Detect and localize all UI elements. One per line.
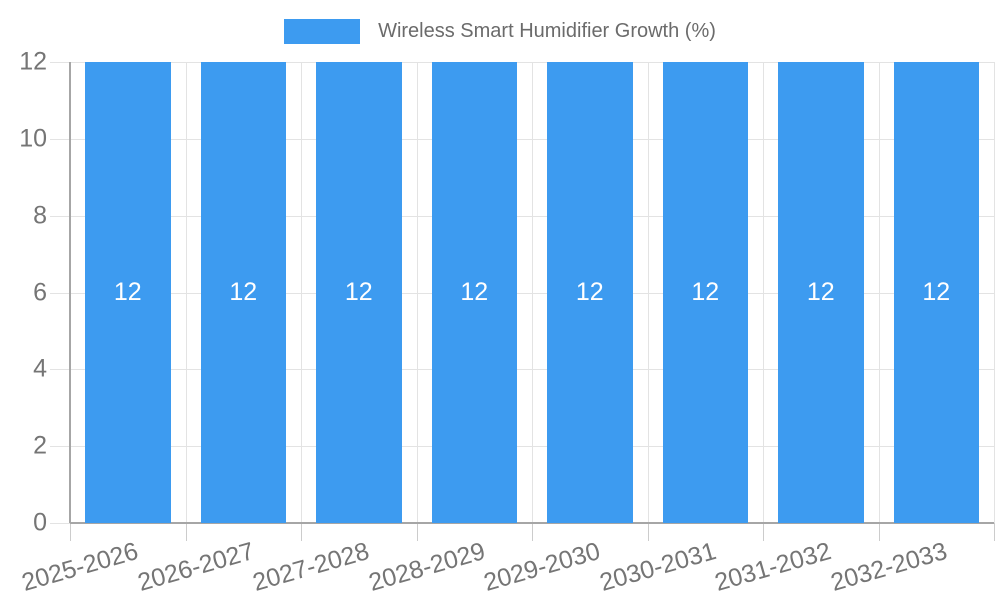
x-gridline xyxy=(763,62,764,523)
x-gridline xyxy=(532,62,533,523)
bar-value-label: 12 xyxy=(113,278,142,306)
x-gridline xyxy=(416,62,418,523)
y-gridline xyxy=(50,369,994,371)
x-axis-category-label: 2032-2033 xyxy=(827,537,950,597)
y-axis-tick-label: 10 xyxy=(19,124,47,153)
x-axis-tick-mark xyxy=(70,523,71,541)
x-axis-category-label: 2026-2027 xyxy=(134,537,257,597)
y-gridline xyxy=(50,292,994,294)
chart-legend[interactable]: Wireless Smart Humidifier Growth (%) xyxy=(0,19,1000,44)
bar[interactable]: 12 xyxy=(778,62,864,523)
x-axis-tick-mark xyxy=(416,523,418,541)
y-gridline xyxy=(50,62,994,63)
x-axis-category-label: 2030-2031 xyxy=(596,537,719,597)
x-axis-category-label: 2031-2032 xyxy=(711,537,835,597)
y-axis-tick-label: 2 xyxy=(33,431,47,460)
x-axis-category-label: 2029-2030 xyxy=(480,537,604,597)
y-gridline xyxy=(50,138,994,140)
y-gridline xyxy=(50,446,994,448)
bar-value-label: 12 xyxy=(229,278,258,306)
y-gridline xyxy=(50,215,994,217)
x-axis-category-label: 2025-2026 xyxy=(18,537,142,597)
bar-value-label: 12 xyxy=(460,278,489,306)
x-axis-line xyxy=(70,522,994,524)
legend-label: Wireless Smart Humidifier Growth (%) xyxy=(378,20,716,42)
y-axis-line xyxy=(69,62,71,523)
x-axis-tick-mark xyxy=(647,523,649,541)
bar[interactable]: 12 xyxy=(431,62,517,523)
y-axis-tick-label: 4 xyxy=(33,354,47,383)
bar-value-label: 12 xyxy=(575,278,604,306)
bar[interactable]: 12 xyxy=(85,62,171,523)
bar[interactable]: 12 xyxy=(200,62,286,523)
x-gridline xyxy=(994,62,995,523)
legend-swatch-icon xyxy=(284,19,361,44)
x-axis-tick-mark xyxy=(185,523,187,541)
x-axis-tick-mark xyxy=(532,523,533,541)
y-axis-tick-label: 6 xyxy=(33,278,47,306)
bar-value-label: 12 xyxy=(344,278,373,306)
bar-value-label: 12 xyxy=(922,278,951,306)
x-gridline xyxy=(301,62,302,523)
y-axis-tick-label: 0 xyxy=(33,508,47,537)
bar-value-label: 12 xyxy=(806,278,835,306)
x-axis-tick-mark xyxy=(994,523,995,541)
x-axis-tick-mark xyxy=(878,523,880,541)
bar-value-label: 12 xyxy=(691,278,720,306)
x-gridline xyxy=(878,62,880,523)
bar[interactable]: 12 xyxy=(662,62,748,523)
x-gridline xyxy=(185,62,187,523)
y-axis-tick-label: 12 xyxy=(19,47,47,76)
x-gridline xyxy=(647,62,649,523)
y-axis-tick-label: 8 xyxy=(33,201,47,230)
x-axis-tick-mark xyxy=(301,523,302,541)
bar[interactable]: 12 xyxy=(547,62,633,523)
x-axis-tick-mark xyxy=(763,523,764,541)
x-axis-category-label: 2028-2029 xyxy=(365,537,488,597)
bar[interactable]: 12 xyxy=(893,62,979,523)
x-axis-category-label: 2027-2028 xyxy=(249,537,373,597)
bar[interactable]: 12 xyxy=(316,62,402,523)
